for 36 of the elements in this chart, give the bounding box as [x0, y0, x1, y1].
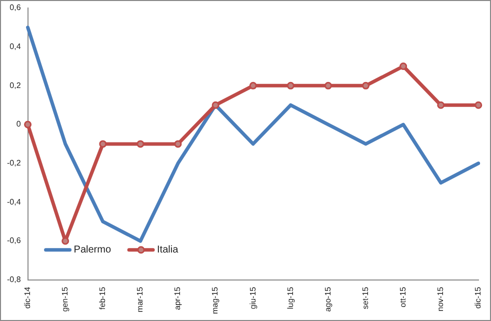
y-tick-label: 0	[16, 120, 22, 129]
y-tick-label: -0,8	[6, 275, 22, 284]
y-tick-label: 0,2	[10, 80, 22, 90]
point	[400, 62, 408, 70]
x-tick-label: mag-15	[210, 286, 220, 314]
point	[474, 101, 482, 109]
point	[324, 82, 332, 90]
x-tick-label: apr-15	[173, 286, 182, 310]
point	[286, 82, 294, 90]
legend-label: Italia	[157, 244, 179, 256]
legend-label: Palermo	[74, 244, 112, 256]
x-tick-label: feb-15	[98, 286, 108, 310]
point	[212, 101, 220, 109]
x-tick-label: mar-15	[136, 286, 145, 312]
point	[136, 140, 144, 148]
point	[249, 82, 257, 90]
y-tick-label: 0,4	[10, 42, 22, 52]
y-tick-label: -0,6	[6, 236, 22, 246]
point	[174, 140, 182, 148]
y-tick-label: 0,6	[10, 3, 22, 12]
x-tick-label: lug-15	[286, 286, 295, 310]
point	[24, 120, 32, 128]
x-tick-label: nov-15	[436, 286, 446, 312]
y-tick-label: -0,2	[6, 158, 22, 168]
x-tick-label: dic-14	[22, 286, 32, 309]
point	[62, 237, 70, 245]
point	[99, 140, 107, 148]
y-tick-label: -0,4	[6, 197, 22, 206]
x-tick-label: ago-15	[323, 286, 332, 312]
point	[437, 101, 445, 109]
x-tick-label: gen-15	[60, 286, 70, 312]
x-tick-label: dic-15	[474, 286, 483, 309]
x-tick-label: ott-15	[398, 286, 408, 308]
x-tick-label: set-15	[360, 286, 370, 310]
x-tick-label: giu-15	[248, 286, 258, 310]
point	[362, 82, 370, 90]
